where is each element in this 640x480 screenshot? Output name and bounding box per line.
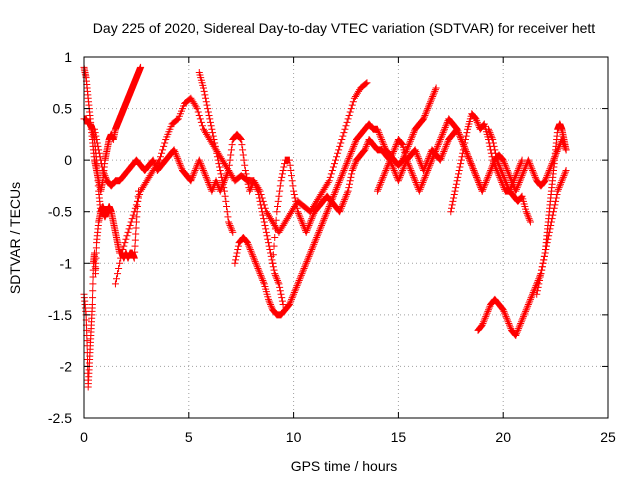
series-trace-4 <box>90 125 287 309</box>
x-tick-label: 0 <box>80 429 88 445</box>
y-tick-label: 0 <box>64 152 72 168</box>
x-axis-label: GPS time / hours <box>291 458 398 474</box>
x-tick-label: 25 <box>600 429 616 445</box>
series-trace-12 <box>533 120 570 298</box>
y-tick-label: 1 <box>64 49 72 65</box>
plot-frame <box>83 56 609 419</box>
x-tick-label: 15 <box>391 429 407 445</box>
series-trace-9 <box>373 115 570 195</box>
x-tick-label: 10 <box>286 429 302 445</box>
y-tick-labels: 1 0.5 0 -0.5 -1 -1.5 -2 -2.5 <box>48 49 72 426</box>
data-point-markers <box>485 125 526 195</box>
series-trace-10 <box>447 110 534 226</box>
data-point-markers <box>533 120 570 298</box>
y-tick-label: -0.5 <box>48 204 72 220</box>
y-tick-label: -2 <box>60 358 73 374</box>
x-tick-labels: 0 5 10 15 20 25 <box>80 429 616 445</box>
x-tick-label: 5 <box>185 429 193 445</box>
data-point-markers <box>80 203 109 391</box>
y-tick-label: -1.5 <box>48 307 72 323</box>
chart-title: Day 225 of 2020, Sidereal Day-to-day VTE… <box>93 20 596 36</box>
grid-lines <box>84 57 608 418</box>
series-trace-3 <box>80 203 109 391</box>
y-tick-label: 0.5 <box>53 101 73 117</box>
data-point-markers <box>373 115 570 195</box>
data-point-markers <box>90 125 287 309</box>
y-tick-label: -2.5 <box>48 410 72 426</box>
series-trace-5 <box>111 79 371 288</box>
series-trace-6 <box>195 68 237 236</box>
data-series <box>80 63 570 391</box>
data-point-markers <box>447 110 534 226</box>
y-tick-label: -1 <box>60 255 73 271</box>
data-point-markers <box>111 79 371 288</box>
series-trace-13 <box>485 125 526 195</box>
y-axis-label: SDTVAR / TECUs <box>7 182 23 294</box>
x-tick-label: 20 <box>495 429 511 445</box>
axis-ticks <box>83 56 609 419</box>
data-point-markers <box>195 68 237 236</box>
